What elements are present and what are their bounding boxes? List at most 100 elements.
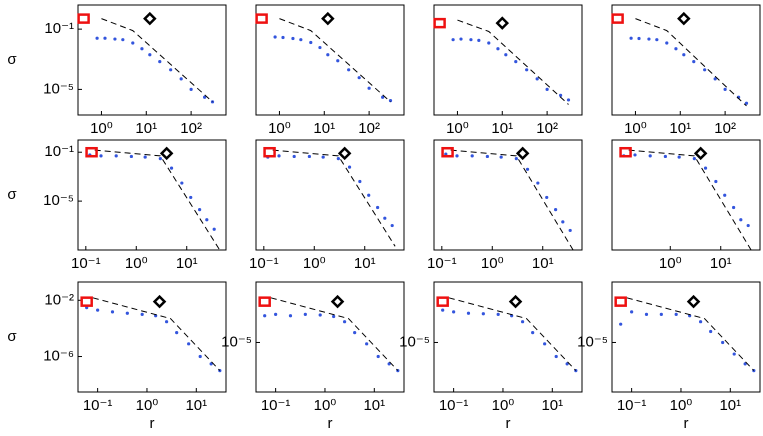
square-marker <box>611 13 624 24</box>
reference-line <box>457 19 569 105</box>
data-point <box>659 312 663 316</box>
x-axis-label: r <box>328 415 333 432</box>
data-point <box>496 47 500 51</box>
data-point <box>390 223 394 228</box>
data-point <box>175 331 179 335</box>
data-point <box>288 314 293 318</box>
data-point <box>332 314 336 319</box>
x-tick-label: 10¹ <box>669 120 691 137</box>
data-point <box>655 38 659 42</box>
data-point <box>714 179 718 184</box>
reference-line <box>626 297 755 371</box>
data-point <box>342 320 347 324</box>
y-axis-label: σ <box>7 51 17 68</box>
data-point <box>743 362 747 366</box>
y-axis-label: σ <box>7 186 17 203</box>
data-point <box>114 154 118 158</box>
reference-line <box>92 297 221 371</box>
data-point <box>336 59 340 63</box>
x-axis-label: r <box>506 415 511 432</box>
x-tick-label: 10⁰ <box>670 397 693 414</box>
data-point <box>554 208 558 212</box>
x-tick-label: 10⁰ <box>90 120 113 137</box>
data-point <box>514 157 518 161</box>
data-point <box>381 95 385 99</box>
plot-frame <box>77 4 227 116</box>
y-tick-label: 10⁻⁵ <box>399 333 430 350</box>
data-point <box>347 165 352 169</box>
data-point <box>455 154 459 158</box>
data-point <box>466 311 471 315</box>
y-tick-label: 10⁻⁵ <box>43 80 74 97</box>
data-point <box>677 155 681 159</box>
data-point <box>633 153 637 157</box>
x-tick-label: 10² <box>714 120 736 137</box>
data-point <box>682 53 686 57</box>
data-point <box>353 331 357 335</box>
plot-frame <box>433 139 583 251</box>
data-point <box>376 354 380 359</box>
data-point <box>565 362 569 366</box>
data-point <box>721 340 725 345</box>
data-point <box>559 93 563 97</box>
data-point <box>514 60 518 64</box>
plot-frame <box>433 4 583 116</box>
data-point <box>212 227 216 231</box>
x-tick-label: 10² <box>536 120 558 137</box>
data-point <box>531 331 535 335</box>
x-tick-label: 10² <box>358 120 380 137</box>
y-tick-label: 10⁻⁵ <box>577 333 608 350</box>
data-point <box>99 154 103 158</box>
data-point <box>367 86 371 90</box>
diamond-marker <box>515 146 530 161</box>
data-point <box>485 154 489 159</box>
y-tick-label: 10⁻¹ <box>44 143 74 160</box>
reference-line <box>448 297 577 371</box>
square-marker <box>436 296 449 307</box>
x-tick-label: 10¹ <box>354 255 376 272</box>
data-point <box>274 312 278 316</box>
x-tick-label: 10⁻¹ <box>261 397 291 414</box>
data-point <box>561 220 565 224</box>
data-point <box>113 37 117 41</box>
plot-frame <box>77 281 227 393</box>
data-point <box>520 320 525 324</box>
data-point <box>481 312 485 316</box>
x-tick-label: 10¹ <box>185 397 207 414</box>
data-point <box>95 36 99 40</box>
data-point <box>291 36 295 41</box>
plot-frame <box>255 139 405 251</box>
diamond-marker <box>143 11 157 26</box>
data-point <box>525 167 530 171</box>
x-axis-label: r <box>150 415 155 432</box>
data-point <box>209 362 213 366</box>
diamond-marker <box>330 294 345 309</box>
data-point <box>187 342 191 346</box>
x-tick-label: 10⁰ <box>125 255 148 272</box>
x-tick-label: 10¹ <box>532 255 554 272</box>
data-point <box>96 308 100 312</box>
data-point <box>198 208 202 212</box>
data-point <box>619 322 623 326</box>
x-tick-label: 10¹ <box>135 120 157 137</box>
data-point <box>281 35 285 40</box>
square-marker <box>263 146 276 158</box>
data-point <box>545 87 549 92</box>
data-point <box>358 179 362 184</box>
data-point <box>365 342 369 346</box>
data-point <box>709 329 713 334</box>
data-point <box>644 312 649 316</box>
data-point <box>148 53 152 57</box>
data-point <box>739 218 743 222</box>
data-point <box>383 216 387 220</box>
data-point <box>336 157 340 161</box>
square-marker <box>433 17 446 29</box>
diamond-marker <box>495 16 510 30</box>
data-point <box>692 157 696 161</box>
y-tick-label: 10⁻² <box>44 291 74 308</box>
data-point <box>321 155 325 159</box>
data-point <box>143 155 147 159</box>
data-point <box>629 36 633 40</box>
data-point <box>140 47 144 51</box>
